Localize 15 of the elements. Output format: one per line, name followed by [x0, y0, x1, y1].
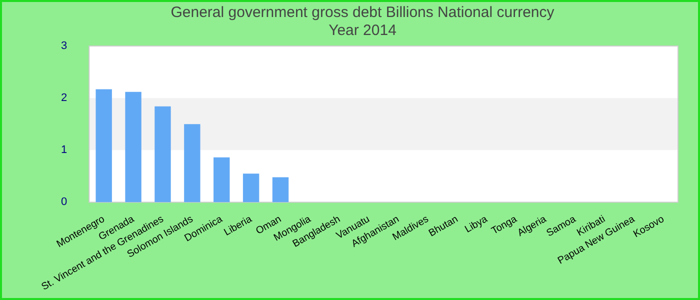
chart-subtitle: Year 2014	[328, 22, 396, 40]
bar	[272, 177, 289, 202]
y-tick-label: 3	[60, 40, 68, 52]
bar	[214, 157, 230, 202]
bar	[125, 92, 142, 202]
y-tick-label: 1	[60, 144, 68, 156]
x-tick-label: Tonga	[490, 214, 520, 238]
bar	[96, 89, 112, 202]
bar	[242, 174, 260, 202]
bar	[154, 106, 171, 202]
chart-title: General government gross debt Billions National currency	[170, 4, 555, 22]
x-tick-label: Libya	[463, 214, 490, 236]
bar	[184, 124, 200, 202]
y-tick-label: 0	[60, 196, 68, 208]
y-tick-label: 2	[60, 92, 68, 104]
